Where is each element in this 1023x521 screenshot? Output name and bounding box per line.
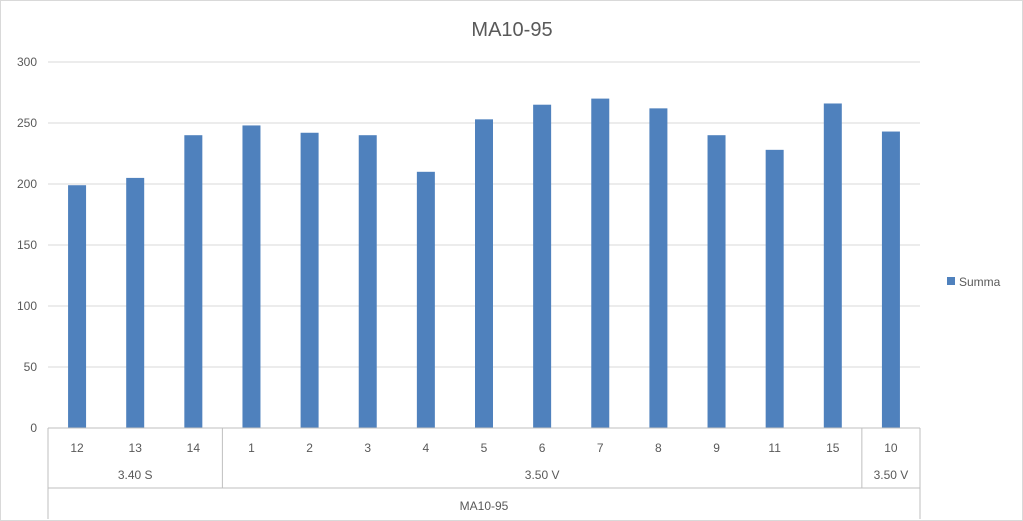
y-tick-label: 300 (17, 55, 37, 69)
bar (475, 119, 493, 428)
y-tick-label: 50 (24, 360, 38, 374)
bar (416, 171, 435, 429)
bar (184, 135, 203, 428)
bar (126, 177, 145, 428)
bars (68, 98, 900, 429)
y-tick-label: 250 (17, 116, 37, 130)
bar (242, 125, 261, 428)
y-tick-label: 200 (17, 177, 37, 191)
chart-title: MA10-95 (471, 19, 552, 41)
legend-swatch (947, 277, 955, 285)
bar (649, 108, 668, 429)
x-tick-label: 10 (884, 441, 898, 455)
y-tick-label: 100 (17, 299, 37, 313)
x-axis: 12 13 14 1 2 3 4 5 6 7 8 9 11 15 103.40 S 3.50 V 3.50 VM… (47, 427, 921, 519)
top-group-label: MA10-95 (460, 499, 509, 513)
x-tick-label: 5 (481, 441, 488, 455)
legend-label: Summa (959, 275, 1001, 289)
x-tick-label: 9 (713, 441, 720, 455)
bar (591, 98, 610, 428)
bar (68, 185, 87, 428)
group-label: 3.40 S (118, 468, 153, 482)
x-tick-label: 6 (539, 441, 546, 455)
x-tick-label: 15 (826, 441, 840, 455)
y-tick-label: 150 (17, 238, 37, 252)
legend: Summa (947, 275, 1001, 289)
bar (300, 132, 319, 428)
bar (765, 149, 784, 428)
y-tick-label: 0 (30, 421, 37, 435)
x-tick-label: 13 (129, 441, 143, 455)
x-tick-label: 3 (364, 441, 371, 455)
x-tick-label: 2 (306, 441, 313, 455)
x-tick-label: 4 (423, 441, 430, 455)
bar (358, 135, 377, 428)
x-tick-label: 14 (187, 441, 201, 455)
bar (823, 103, 842, 428)
x-tick-label: 7 (597, 441, 604, 455)
bar (707, 135, 726, 428)
x-tick-label: 11 (768, 441, 781, 455)
group-label: 3.50 V (525, 468, 560, 482)
x-tick-label: 12 (70, 441, 84, 455)
bar (533, 104, 552, 428)
x-tick-label: 1 (248, 441, 255, 455)
y-axis: 0 50 100 150 200 250 300 (17, 55, 37, 435)
bar (881, 131, 900, 429)
group-label: 3.50 V (874, 468, 909, 482)
x-tick-label: 8 (655, 441, 662, 455)
